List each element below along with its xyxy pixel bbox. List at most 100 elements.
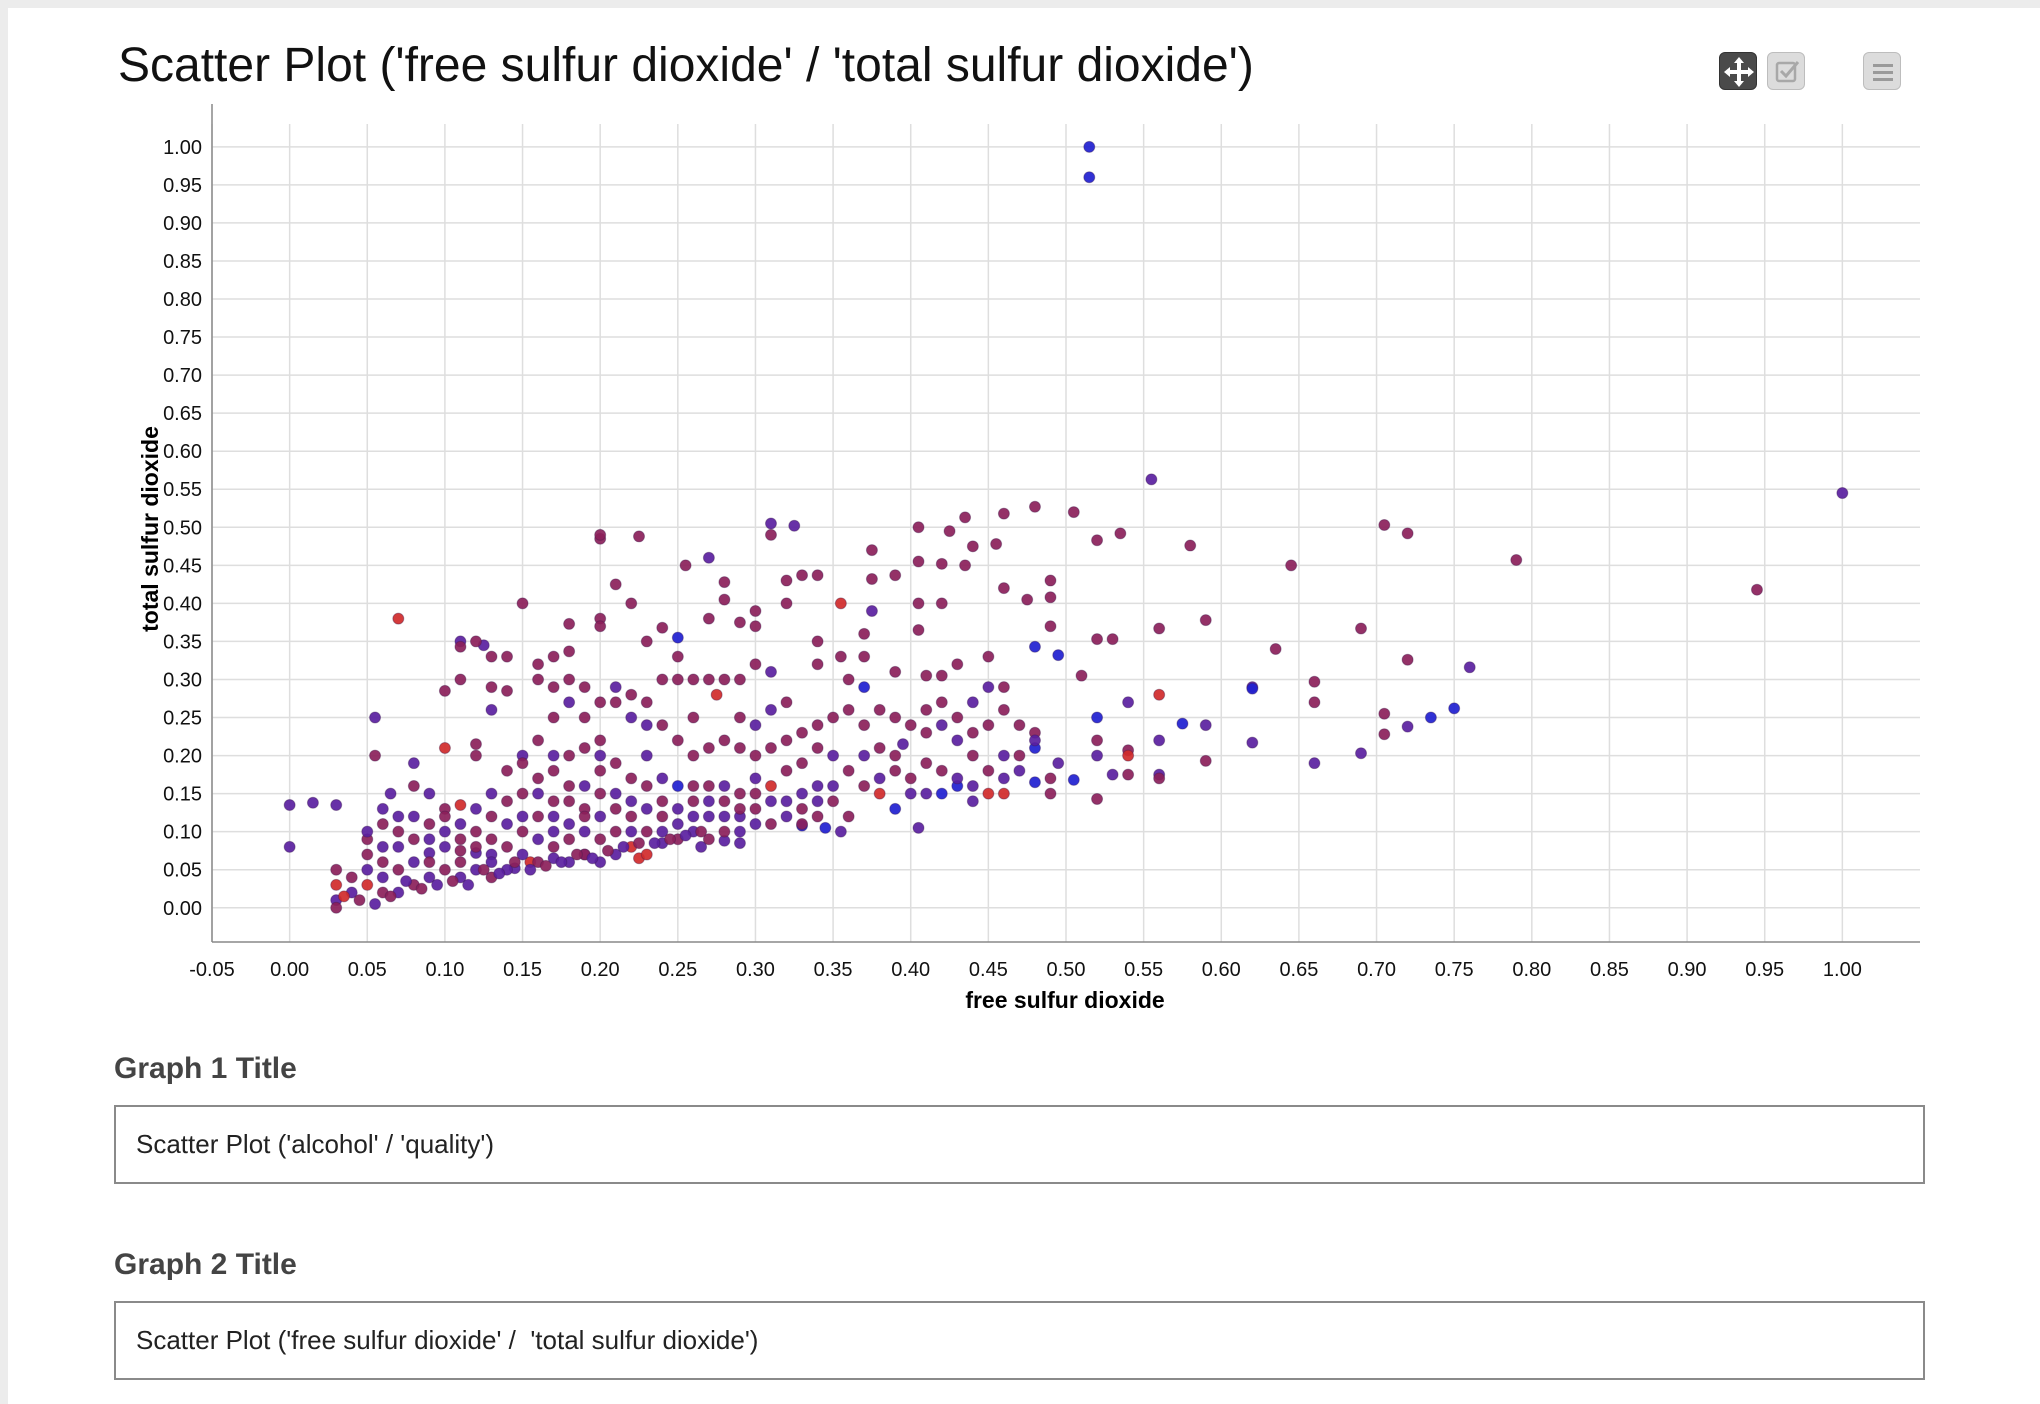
data-point <box>462 878 475 891</box>
y-tick-label: 0.95 <box>163 175 202 197</box>
data-point <box>532 734 545 747</box>
x-tick-label: 0.55 <box>1124 959 1163 981</box>
data-point <box>1091 534 1104 547</box>
data-point <box>407 833 420 846</box>
x-tick-label: -0.05 <box>189 959 235 981</box>
data-point <box>656 719 669 732</box>
data-point <box>1308 757 1321 770</box>
data-point <box>609 681 622 694</box>
data-point <box>749 749 762 762</box>
data-point <box>609 578 622 591</box>
data-point <box>438 863 451 876</box>
x-tick-label: 0.60 <box>1202 959 1241 981</box>
data-point <box>640 635 653 648</box>
data-point <box>1044 591 1057 604</box>
data-point <box>501 764 514 777</box>
data-point <box>1091 734 1104 747</box>
scatter-plot[interactable]: -0.05 0.00 0.05 0.10 0.15 0.20 0.25 0.30 0.35 0.4… <box>8 8 2040 1038</box>
data-point <box>563 780 576 793</box>
data-point <box>982 764 995 777</box>
data-point <box>563 818 576 831</box>
data-point <box>997 772 1010 785</box>
chart-title: Scatter Plot ('free sulfur dioxide' / 't… <box>118 39 1254 92</box>
data-point <box>283 840 296 853</box>
data-point <box>353 894 366 907</box>
data-point <box>469 749 482 762</box>
x-tick-label: 0.20 <box>581 959 620 981</box>
data-point <box>1153 734 1166 747</box>
data-point <box>834 825 847 838</box>
x-tick-label: 0.05 <box>348 959 387 981</box>
data-point <box>454 833 467 846</box>
data-point <box>935 597 948 610</box>
data-point <box>951 772 964 785</box>
data-point <box>454 673 467 686</box>
data-point <box>671 802 684 815</box>
data-point <box>865 573 878 586</box>
data-point <box>1028 734 1041 747</box>
x-axis-label: free sulfur dioxide <box>965 987 1164 1013</box>
data-point <box>516 787 529 800</box>
y-tick-label: 0.15 <box>163 784 202 806</box>
data-point <box>516 848 529 861</box>
data-point <box>345 871 358 884</box>
data-point <box>617 840 630 853</box>
data-point <box>1269 643 1282 656</box>
data-point <box>679 829 692 842</box>
data-point <box>671 631 684 644</box>
data-point <box>788 519 801 532</box>
y-tick-labels: 0.00 0.05 0.10 0.15 0.20 0.25 0.30 0.35 0.40 0.45… <box>163 137 202 920</box>
data-point <box>656 772 669 785</box>
data-point <box>609 802 622 815</box>
data-point <box>834 597 847 610</box>
data-point <box>904 772 917 785</box>
data-point <box>811 719 824 732</box>
x-tick-label: 0.15 <box>503 959 542 981</box>
menu-button[interactable] <box>1863 52 1901 90</box>
x-tick-label: 0.95 <box>1745 959 1784 981</box>
data-point <box>718 734 731 747</box>
y-tick-label: 0.65 <box>163 403 202 425</box>
pan-move-icon <box>1724 57 1754 87</box>
data-point <box>1153 622 1166 635</box>
data-point <box>501 840 514 853</box>
data-point <box>966 726 979 739</box>
data-point <box>407 856 420 869</box>
data-point <box>873 772 886 785</box>
data-point <box>718 810 731 823</box>
data-point <box>446 875 459 888</box>
data-point <box>997 507 1010 520</box>
data-point <box>764 780 777 793</box>
data-point <box>392 810 405 823</box>
data-point <box>764 703 777 716</box>
data-point <box>469 825 482 838</box>
select-button[interactable] <box>1767 52 1805 90</box>
y-tick-label: 0.35 <box>163 631 202 653</box>
data-point <box>376 840 389 853</box>
data-point <box>858 749 871 762</box>
data-point <box>485 787 498 800</box>
data-point <box>547 650 560 663</box>
data-point <box>1378 707 1391 720</box>
data-point <box>625 597 638 610</box>
data-point <box>485 810 498 823</box>
y-tick-label: 0.75 <box>163 327 202 349</box>
y-tick-label: 0.85 <box>163 251 202 273</box>
data-point <box>873 787 886 800</box>
data-point <box>982 681 995 694</box>
data-point <box>780 764 793 777</box>
data-point <box>586 852 599 865</box>
graph1-title-input[interactable] <box>114 1105 1925 1184</box>
data-point <box>935 696 948 709</box>
data-point <box>438 810 451 823</box>
y-tick-label: 0.25 <box>163 708 202 730</box>
y-tick-label: 0.10 <box>163 822 202 844</box>
graph2-title-input[interactable] <box>114 1301 1925 1380</box>
data-point <box>625 711 638 724</box>
data-point <box>819 821 832 834</box>
data-point <box>1463 661 1476 674</box>
data-point <box>764 665 777 678</box>
data-point <box>594 787 607 800</box>
data-point <box>501 818 514 831</box>
pan-button[interactable] <box>1719 52 1757 90</box>
